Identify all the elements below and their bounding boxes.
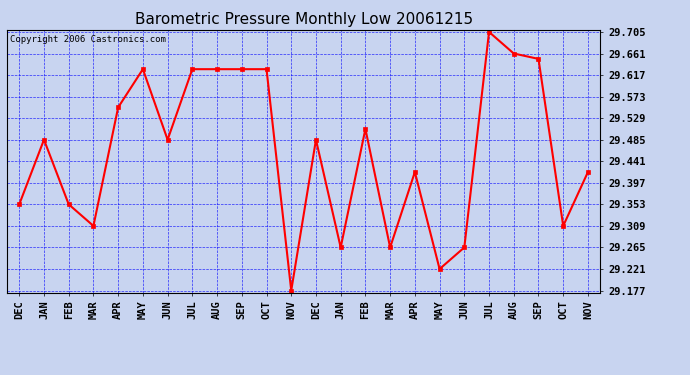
Text: Copyright 2006 Castronics.com: Copyright 2006 Castronics.com (10, 35, 166, 44)
Title: Barometric Pressure Monthly Low 20061215: Barometric Pressure Monthly Low 20061215 (135, 12, 473, 27)
